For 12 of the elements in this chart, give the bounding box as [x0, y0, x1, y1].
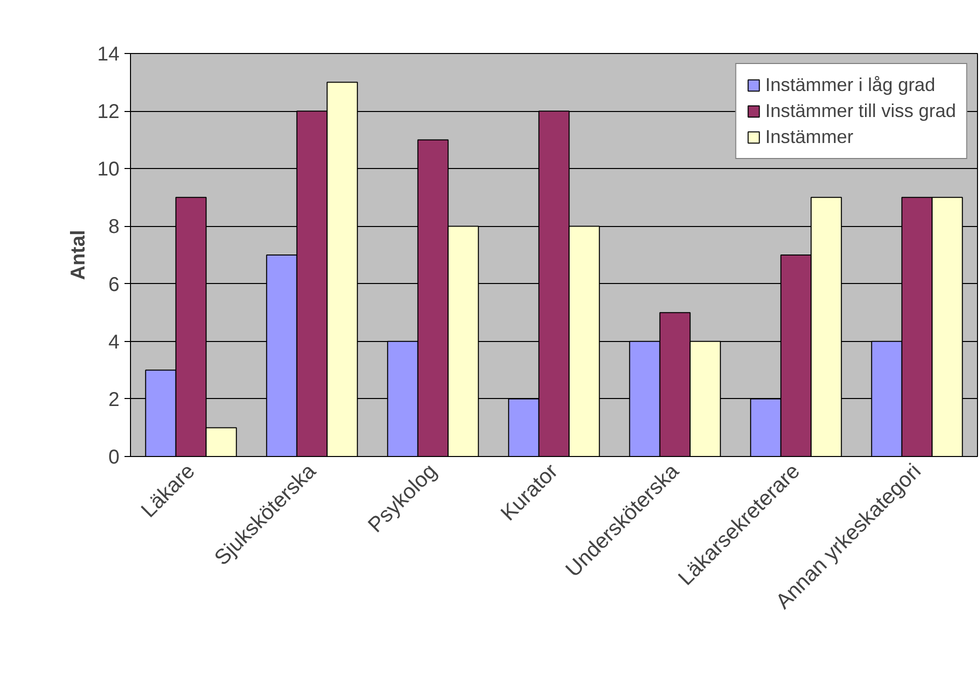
- legend-label: Instämmer: [765, 126, 854, 148]
- y-axis-title: Antal: [67, 230, 90, 280]
- y-tick-label: 12: [97, 101, 120, 124]
- y-tick-label: 2: [108, 388, 120, 411]
- y-tick-label: 14: [97, 44, 120, 66]
- legend-label: Instämmer till viss grad: [765, 100, 956, 122]
- y-tick-label: 0: [108, 446, 120, 468]
- y-tick-label: 4: [108, 331, 120, 354]
- legend-label: Instämmer i låg grad: [765, 74, 936, 96]
- y-tick-label: 10: [97, 158, 120, 181]
- y-tick-label: 6: [108, 274, 120, 296]
- y-tick-label: 8: [108, 216, 120, 238]
